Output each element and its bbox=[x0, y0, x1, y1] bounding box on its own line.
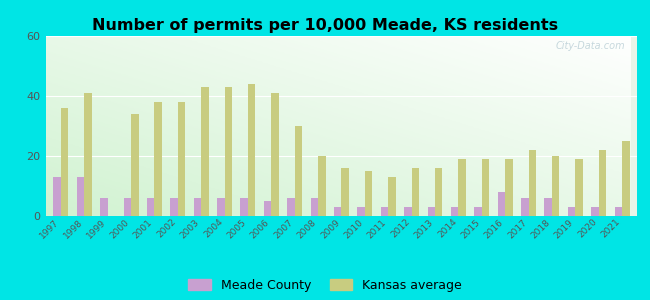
Bar bbox=[528, 150, 536, 216]
Bar bbox=[552, 156, 560, 216]
Bar bbox=[592, 207, 599, 216]
Bar bbox=[365, 171, 372, 216]
Bar bbox=[155, 102, 162, 216]
Text: Number of permits per 10,000 Meade, KS residents: Number of permits per 10,000 Meade, KS r… bbox=[92, 18, 558, 33]
Bar bbox=[451, 207, 458, 216]
Bar bbox=[53, 177, 61, 216]
Bar bbox=[599, 150, 606, 216]
Bar bbox=[170, 198, 178, 216]
Bar bbox=[77, 177, 85, 216]
Bar bbox=[358, 207, 365, 216]
Bar bbox=[240, 198, 248, 216]
Bar bbox=[217, 198, 225, 216]
Bar bbox=[84, 93, 92, 216]
Bar bbox=[568, 207, 575, 216]
Bar bbox=[435, 168, 443, 216]
Bar bbox=[545, 198, 552, 216]
Bar bbox=[147, 198, 155, 216]
Bar bbox=[411, 168, 419, 216]
Bar bbox=[311, 198, 318, 216]
Bar bbox=[124, 198, 131, 216]
Bar bbox=[100, 198, 108, 216]
Bar bbox=[482, 159, 489, 216]
Bar bbox=[178, 102, 185, 216]
Bar bbox=[622, 141, 629, 216]
Bar bbox=[225, 87, 232, 216]
Bar bbox=[521, 198, 528, 216]
Bar bbox=[388, 177, 396, 216]
Bar bbox=[614, 207, 622, 216]
Bar bbox=[202, 87, 209, 216]
Bar bbox=[194, 198, 202, 216]
Bar bbox=[341, 168, 349, 216]
Text: City-Data.com: City-Data.com bbox=[556, 41, 625, 51]
Bar bbox=[287, 198, 294, 216]
Bar bbox=[575, 159, 583, 216]
Bar bbox=[505, 159, 513, 216]
Bar bbox=[498, 192, 505, 216]
Bar bbox=[428, 207, 435, 216]
Bar bbox=[474, 207, 482, 216]
Bar bbox=[271, 93, 279, 216]
Bar bbox=[294, 126, 302, 216]
Bar bbox=[381, 207, 388, 216]
Bar bbox=[248, 84, 255, 216]
Bar bbox=[131, 114, 138, 216]
Bar bbox=[458, 159, 466, 216]
Bar bbox=[264, 201, 271, 216]
Legend: Meade County, Kansas average: Meade County, Kansas average bbox=[183, 274, 467, 297]
Bar bbox=[404, 207, 411, 216]
Bar bbox=[61, 108, 68, 216]
Bar bbox=[318, 156, 326, 216]
Bar bbox=[334, 207, 341, 216]
